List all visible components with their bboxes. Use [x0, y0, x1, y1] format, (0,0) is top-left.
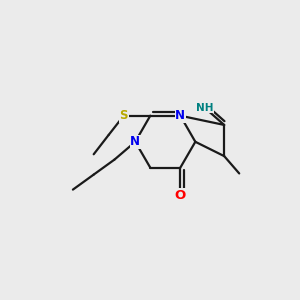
Text: O: O [175, 189, 186, 202]
Text: S: S [119, 109, 128, 122]
Text: NH: NH [196, 103, 213, 112]
Text: N: N [130, 135, 140, 148]
Text: N: N [175, 109, 185, 122]
